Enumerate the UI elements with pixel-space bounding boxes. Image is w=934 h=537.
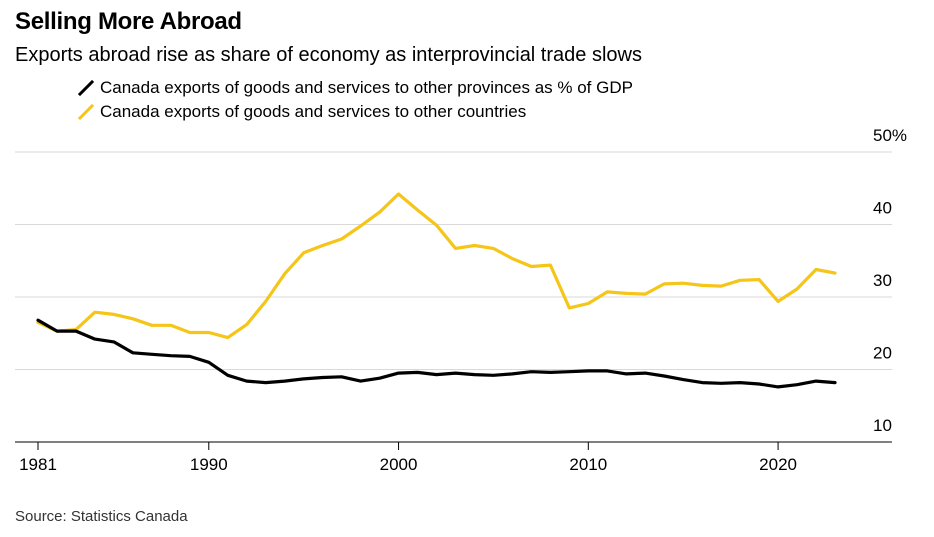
legend-swatch-provinces bbox=[78, 80, 94, 96]
legend-label-provinces: Canada exports of goods and services to … bbox=[100, 78, 633, 97]
x-tick-label-2000: 2000 bbox=[380, 455, 418, 474]
x-tick-label-1981: 1981 bbox=[19, 455, 57, 474]
legend-label-countries: Canada exports of goods and services to … bbox=[100, 102, 527, 121]
series-line-countries bbox=[36, 192, 837, 340]
x-tick-label-2020: 2020 bbox=[759, 455, 797, 474]
gridlines bbox=[15, 151, 892, 370]
y-tick-label-30: 30 bbox=[873, 271, 892, 290]
y-tick-label-40: 40 bbox=[873, 199, 892, 218]
chart-subtitle: Exports abroad rise as share of economy … bbox=[15, 44, 642, 66]
y-tick-label-10: 10 bbox=[873, 416, 892, 435]
x-tick-label-1990: 1990 bbox=[190, 455, 228, 474]
x-axis bbox=[15, 441, 892, 450]
x-tick-label-2010: 2010 bbox=[569, 455, 607, 474]
legend-item-provinces: Canada exports of goods and services to … bbox=[78, 76, 633, 100]
source-note: Source: Statistics Canada bbox=[15, 508, 188, 525]
chart-title: Selling More Abroad bbox=[15, 8, 242, 35]
legend: Canada exports of goods and services to … bbox=[78, 76, 633, 124]
y-tick-label-20: 20 bbox=[873, 344, 892, 363]
y-tick-label-50: 50% bbox=[873, 126, 907, 145]
legend-swatch-countries bbox=[78, 104, 94, 120]
series-line-provinces bbox=[36, 318, 837, 389]
series-lines bbox=[36, 192, 837, 389]
legend-item-countries: Canada exports of goods and services to … bbox=[78, 100, 633, 124]
